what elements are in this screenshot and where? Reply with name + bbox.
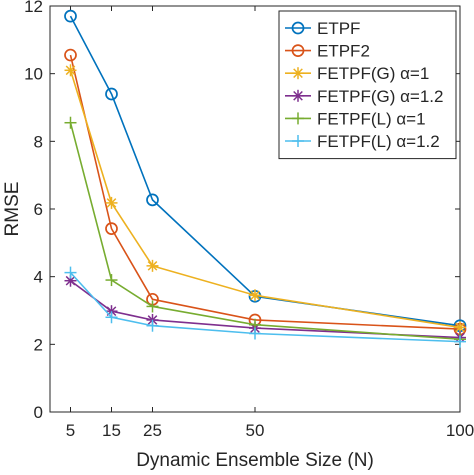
data-point-fetpf-g-1 bbox=[146, 259, 159, 272]
legend-item-fetpf-l-1: FETPF(L) α=1 bbox=[285, 109, 426, 128]
data-point-etpf2 bbox=[105, 222, 118, 235]
y-tick-label: 12 bbox=[24, 0, 43, 16]
legend-label: FETPF(G) α=1.2 bbox=[317, 87, 444, 106]
axes: 5 15 25 50 100 0 2 4 6 8 10 12 bbox=[24, 0, 474, 440]
data-point-fetpf-g-1 bbox=[249, 289, 261, 302]
data-point-etpf bbox=[64, 9, 77, 23]
legend-marker bbox=[291, 21, 305, 35]
x-tick-label: 50 bbox=[246, 421, 265, 440]
data-point-fetpf-l-1 bbox=[105, 274, 118, 287]
data-point-fetpf-g-1-2 bbox=[64, 274, 77, 287]
data-point-fetpf-l-1-2 bbox=[105, 311, 118, 324]
data-point-fetpf-l-1-2 bbox=[249, 327, 261, 340]
legend-label: FETPF(G) α=1 bbox=[317, 64, 429, 83]
legend-item-fetpf-g-1-2: FETPF(G) α=1.2 bbox=[285, 87, 444, 106]
data-point-fetpf-g-1 bbox=[64, 64, 77, 77]
y-tick-label: 2 bbox=[34, 335, 43, 354]
y-tick-label: 10 bbox=[24, 65, 43, 84]
data-point-fetpf-g-1 bbox=[454, 321, 466, 334]
data-point-fetpf-g-1 bbox=[105, 196, 118, 209]
y-tick-label: 4 bbox=[34, 268, 43, 287]
y-axis-label: RMSE bbox=[2, 182, 23, 237]
data-point-fetpf-l-1-2 bbox=[64, 266, 77, 279]
x-tick-label: 15 bbox=[102, 421, 121, 440]
y-tick-label: 0 bbox=[34, 403, 43, 422]
legend: ETPF ETPF2 FETPF(G) α=1 FETPF(G) α=1.2 FETPF… bbox=[278, 10, 457, 160]
legend-marker bbox=[292, 89, 304, 102]
legend-item-etpf2: ETPF2 bbox=[285, 42, 370, 61]
series-fetpf-l-1-2 bbox=[64, 266, 466, 348]
legend-marker bbox=[292, 135, 304, 147]
legend-label: ETPF bbox=[317, 19, 360, 38]
x-tick-label: 100 bbox=[446, 421, 474, 440]
y-tick-label: 6 bbox=[34, 200, 43, 219]
legend-box bbox=[278, 10, 457, 160]
data-point-etpf2 bbox=[64, 48, 77, 62]
legend-label: FETPF(L) α=1.2 bbox=[317, 132, 440, 151]
data-point-etpf bbox=[146, 193, 159, 207]
x-tick-label: 5 bbox=[66, 421, 75, 440]
y-tick-label: 8 bbox=[34, 132, 43, 151]
legend-marker bbox=[292, 67, 304, 80]
legend-label: FETPF(L) α=1 bbox=[317, 109, 426, 128]
data-point-fetpf-l-1 bbox=[64, 116, 77, 129]
legend-marker bbox=[291, 44, 305, 57]
data-point-fetpf-l-1-2 bbox=[146, 319, 159, 332]
series-fetpf-g-1 bbox=[64, 64, 466, 334]
data-point-fetpf-l-1-2 bbox=[454, 335, 466, 348]
legend-label: ETPF2 bbox=[317, 42, 370, 61]
series-line-etpf2 bbox=[69, 54, 461, 330]
x-axis-label: Dynamic Ensemble Size (N) bbox=[136, 450, 374, 470]
series-group bbox=[64, 9, 467, 348]
legend-item-etpf: ETPF bbox=[285, 19, 360, 38]
legend-item-fetpf-g-1: FETPF(G) α=1 bbox=[285, 64, 429, 83]
x-tick-label: 25 bbox=[143, 421, 162, 440]
legend-marker bbox=[292, 112, 304, 125]
data-point-fetpf-l-1 bbox=[146, 300, 159, 313]
legend-item-fetpf-l-1-2: FETPF(L) α=1.2 bbox=[285, 132, 440, 151]
data-point-etpf bbox=[105, 87, 118, 101]
